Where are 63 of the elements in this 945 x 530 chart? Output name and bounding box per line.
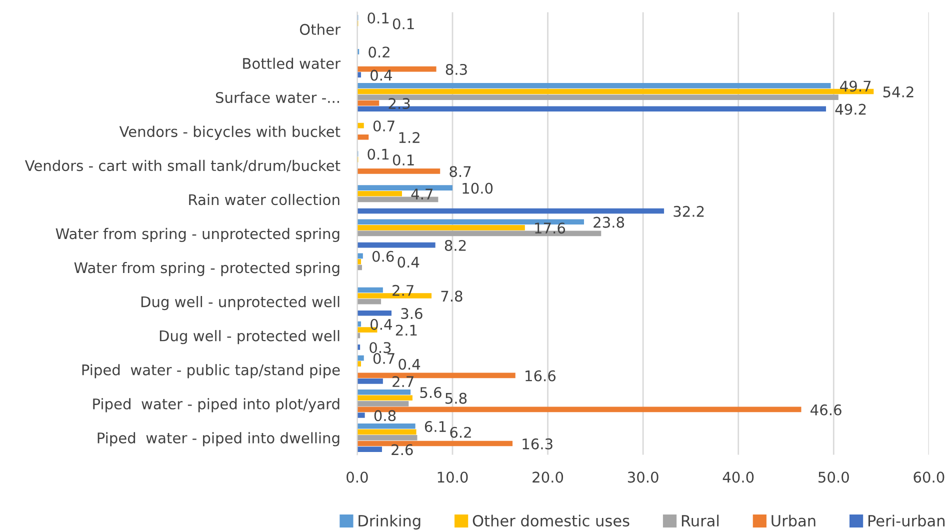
data-label: 0.4 [370, 318, 392, 330]
data-label: 1.2 [399, 132, 420, 143]
x-tick-label: 30.0 [628, 472, 658, 483]
y-tick-label: Surface water -... [216, 92, 339, 104]
y-tick-label: Bottled water [243, 58, 341, 69]
y-tick-label: Other [300, 24, 341, 35]
y-tick-label: Piped water - piped into plot/yard [93, 398, 340, 412]
data-label: 0.7 [373, 120, 394, 132]
data-label: 0.6 [372, 250, 394, 262]
data-label: 6.2 [450, 426, 471, 438]
y-tick-label: Piped water - piped into dwelling [98, 432, 340, 446]
data-label: 0.1 [368, 148, 389, 160]
y-tick-label: Piped water - public tap/stand pipe [82, 364, 340, 378]
data-label: 4.7 [411, 188, 433, 200]
data-label: 32.2 [674, 206, 704, 217]
data-label: 5.6 [420, 387, 442, 398]
data-label: 49.2 [835, 104, 866, 115]
data-label: 0.1 [392, 154, 414, 166]
data-label: 0.3 [370, 342, 391, 354]
legend-label: Peri-urban [868, 514, 944, 527]
x-tick-label: 60.0 [914, 472, 944, 483]
data-label: 0.8 [374, 410, 396, 422]
legend-label: Drinking [358, 514, 420, 530]
y-tick-label: Vendors - cart with small tank/drum/bucket [24, 160, 340, 172]
data-label: 54.2 [883, 86, 914, 98]
x-tick-label: 10.0 [438, 472, 468, 483]
data-label: 0.4 [370, 70, 392, 81]
x-tick-label: 50.0 [818, 472, 849, 483]
y-tick-label: Vendors - bicycles with bucket [119, 126, 340, 140]
x-tick-label: 20.0 [532, 472, 564, 483]
y-tick-label: Water from spring - unprotected spring [56, 228, 340, 242]
legend-label: Rural [682, 514, 719, 527]
y-tick-label: Rain water collection [189, 194, 340, 206]
data-label: 6.1 [424, 421, 446, 432]
data-label: 2.3 [388, 98, 410, 110]
data-label: 0.2 [368, 46, 390, 58]
y-tick-label: Water from spring - protected spring [74, 262, 340, 276]
data-label: 10.0 [462, 182, 493, 194]
data-label: 16.6 [526, 370, 556, 382]
data-label: 16.3 [522, 438, 552, 450]
data-label: 0.1 [368, 12, 389, 24]
data-label: 2.7 [392, 376, 414, 387]
data-label: 8.7 [450, 166, 471, 178]
data-label: 8.3 [446, 64, 467, 75]
y-tick-label: Dug well - unprotected well [141, 296, 340, 310]
data-label: 5.8 [446, 392, 467, 404]
x-tick-label: 0.0 [346, 472, 368, 483]
data-label: 0.1 [392, 18, 414, 30]
y-tick-label: Dug well - protected well [160, 330, 340, 344]
data-label: 2.1 [396, 324, 417, 336]
data-label: 0.4 [398, 256, 420, 268]
legend-label: Other domestic uses [472, 514, 630, 527]
data-label: 2.6 [392, 444, 413, 456]
data-label: 7.8 [441, 290, 462, 302]
legend-label: Urban [772, 514, 816, 527]
data-label: 3.6 [401, 308, 422, 320]
data-label: 17.6 [535, 222, 566, 234]
data-label: 46.6 [810, 404, 842, 416]
data-label: 8.2 [444, 240, 466, 251]
data-label: 23.8 [594, 216, 624, 228]
data-label: 0.7 [373, 352, 394, 364]
x-tick-label: 40.0 [722, 472, 754, 483]
data-label: 0.4 [398, 358, 420, 370]
